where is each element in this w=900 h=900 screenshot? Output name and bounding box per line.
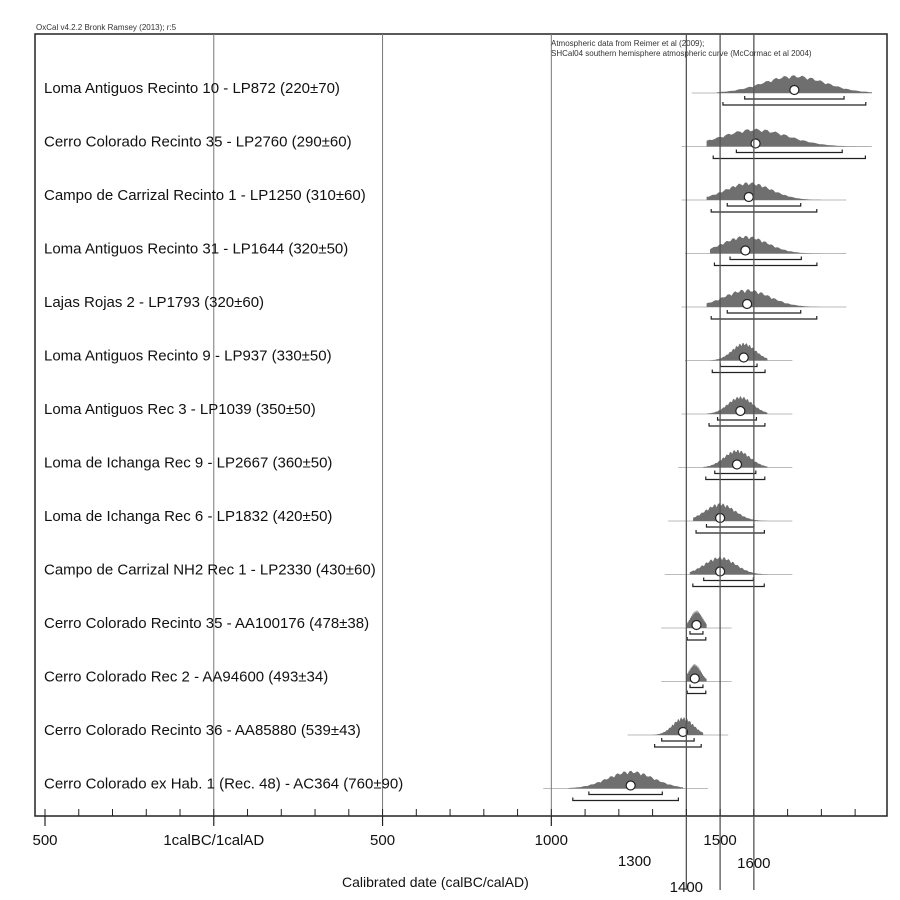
sample-label: Lajas Rojas 2 - LP1793 (320±60) <box>44 294 264 311</box>
median-marker <box>742 298 753 310</box>
range-95 <box>692 583 765 588</box>
sample-label: Loma Antiguos Recinto 9 - LP937 (330±50) <box>44 348 332 365</box>
x-tick-label: 1500 <box>703 832 736 849</box>
sample-label: Loma de Ichanga Rec 6 - LP1832 (420±50) <box>44 508 332 525</box>
sample-label: Cerro Colorado ex Hab. 1 (Rec. 48) - AC3… <box>44 776 403 793</box>
sample-label: Cerro Colorado Recinto 36 - AA85880 (539… <box>44 722 361 739</box>
range-68 <box>729 256 802 261</box>
range-68 <box>689 684 704 689</box>
range-68 <box>689 631 704 635</box>
x-tick-label: 1600 <box>737 855 770 872</box>
x-tick-label: 1400 <box>670 879 703 896</box>
range-68 <box>661 738 695 742</box>
probability-distribution <box>703 449 768 468</box>
sample-label: Loma Antiguos Recinto 10 - LP872 (220±70… <box>44 80 340 97</box>
probability-distribution <box>710 235 822 254</box>
atmospheric-data-note: Atmospheric data from Reimer et al (2009… <box>551 39 704 48</box>
range-95 <box>686 690 707 695</box>
median-marker <box>750 138 761 149</box>
probability-distribution <box>652 717 704 735</box>
x-tick-label: 500 <box>32 832 57 849</box>
range-95 <box>695 530 765 534</box>
sample-label: Cerro Colorado Recinto 35 - AA100176 (47… <box>44 615 369 632</box>
reference-lines <box>213 34 755 890</box>
range-95 <box>712 155 866 160</box>
x-axis-title: Calibrated date (calBC/calAD) <box>342 874 529 890</box>
probability-distribution <box>716 75 872 93</box>
x-tick-label: 1300 <box>618 853 651 870</box>
median-marker <box>743 191 754 203</box>
range-68 <box>719 363 758 368</box>
range-68 <box>744 96 845 100</box>
range-95 <box>705 476 766 481</box>
range-95 <box>572 797 679 802</box>
probability-distribution <box>686 610 707 628</box>
range-95 <box>686 637 707 641</box>
sample-label: Cerro Colorado Recinto 35 - LP2760 (290±… <box>44 134 352 151</box>
range-95 <box>722 102 867 106</box>
range-68 <box>714 470 757 475</box>
distributions <box>543 75 872 802</box>
x-tick-label: 1calBC/1calAD <box>163 832 264 849</box>
range-95 <box>710 209 818 213</box>
median-marker <box>691 619 702 631</box>
range-68 <box>735 149 843 154</box>
range-68 <box>703 577 754 582</box>
x-tick-label: 500 <box>370 832 395 849</box>
probability-distribution <box>706 182 822 200</box>
range-95 <box>711 369 766 374</box>
median-marker <box>789 84 800 96</box>
probability-distribution <box>710 342 768 361</box>
sample-label: Loma Antiguos Recinto 31 - LP1644 (320±5… <box>44 241 348 258</box>
probability-distribution <box>706 396 768 414</box>
sample-label: Campo de Carrizal Recinto 1 - LP1250 (31… <box>44 187 366 204</box>
probability-distribution <box>706 128 872 147</box>
median-marker <box>677 726 689 738</box>
range-68 <box>588 791 663 796</box>
range-95 <box>708 423 766 427</box>
range-68 <box>716 417 758 421</box>
sample-label: Loma Antiguos Rec 3 - LP1039 (350±50) <box>44 401 316 418</box>
median-marker <box>731 459 743 470</box>
x-tick-label: 1000 <box>535 832 568 849</box>
range-68 <box>726 310 802 314</box>
software-header: OxCal v4.2.2 Bronk Ramsey (2013); r:5 <box>36 23 177 32</box>
median-marker <box>625 780 636 791</box>
probability-distribution <box>693 503 768 521</box>
probability-distribution <box>689 556 768 575</box>
range-95 <box>654 744 702 748</box>
probability-distribution <box>568 770 683 789</box>
sample-label: Loma de Ichanga Rec 9 - LP2667 (360±50) <box>44 455 332 472</box>
median-marker <box>735 405 746 417</box>
sample-labels: Loma Antiguos Recinto 10 - LP872 (220±70… <box>44 80 403 793</box>
range-95 <box>710 316 818 320</box>
range-68 <box>726 203 802 207</box>
range-95 <box>713 262 818 267</box>
plot-frame <box>34 33 888 817</box>
range-68 <box>705 524 755 528</box>
sample-label: Cerro Colorado Rec 2 - AA94600 (493±34) <box>44 669 328 686</box>
probability-distribution <box>706 289 822 307</box>
median-marker <box>740 245 751 256</box>
sample-label: Campo de Carrizal NH2 Rec 1 - LP2330 (43… <box>44 562 376 579</box>
calibration-curve-note: SHCal04 southern hemisphere atmospheric … <box>551 49 812 58</box>
median-marker <box>738 352 749 363</box>
median-marker <box>689 673 700 684</box>
